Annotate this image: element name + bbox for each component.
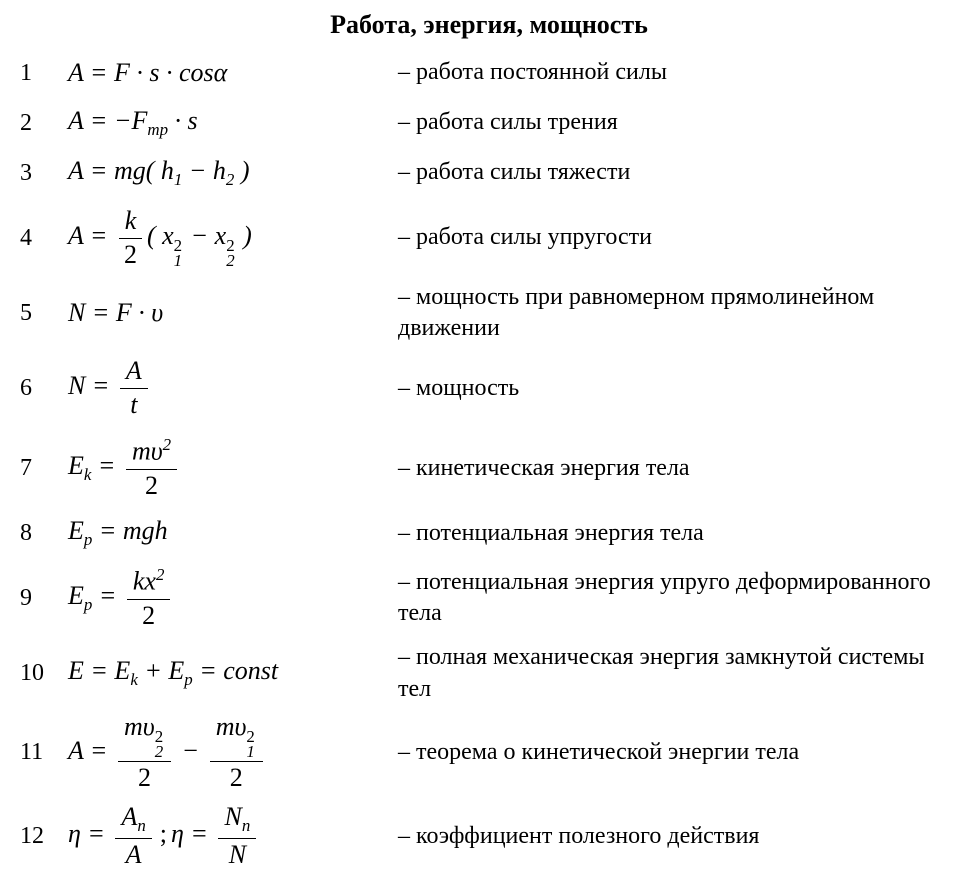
formula-expression: Ek = mυ22 <box>68 436 398 500</box>
formula-expression: N = F · υ <box>68 298 398 328</box>
formula-row: 5N = F · υ– мощность при равномерном пря… <box>20 282 958 344</box>
formula-description: – мощность <box>398 373 958 404</box>
formula-description: – работа силы упругости <box>398 222 958 253</box>
formula-description: – работа силы трения <box>398 107 958 138</box>
formula-expression: E = Ek + Ep = const <box>68 656 398 690</box>
formula-row: 9Ep = kx22– потенциальная энергия упруго… <box>20 562 958 634</box>
formula-description: – работа силы тяжести <box>398 157 958 188</box>
formula-description: – потенциальная энергия упруго деформиро… <box>398 567 958 629</box>
formula-list: 1A = F · s · cosα– работа постоянной сил… <box>20 52 958 873</box>
formula-row: 4A = k2( x21 − x22 )– работа силы упруго… <box>20 202 958 274</box>
formula-row: 6N = At– мощность <box>20 352 958 424</box>
formula-row: 2A = −Fтр · s– работа силы трения <box>20 102 958 144</box>
row-number: 11 <box>20 739 68 766</box>
formula-row: 8Ep = mgh– потенциальная энергия тела <box>20 512 958 554</box>
row-number: 10 <box>20 660 68 687</box>
formula-row: 10E = Ek + Ep = const– полная механическ… <box>20 642 958 704</box>
formula-row: 3A = mg( h1 − h2 )– работа силы тяжести <box>20 152 958 194</box>
formula-row: 7Ek = mυ22– кинетическая энергия тела <box>20 432 958 504</box>
formula-row: 12η = AпA;η = NпN– коэффициент полезного… <box>20 801 958 873</box>
row-number: 8 <box>20 520 68 547</box>
formula-description: – кинетическая энергия тела <box>398 453 958 484</box>
row-number: 9 <box>20 585 68 612</box>
row-number: 6 <box>20 375 68 402</box>
formula-description: – мощность при равномерном прямолинейном… <box>398 282 958 344</box>
row-number: 2 <box>20 110 68 137</box>
formula-expression: A = mg( h1 − h2 ) <box>68 156 398 190</box>
row-number: 1 <box>20 60 68 87</box>
row-number: 12 <box>20 823 68 850</box>
formula-expression: A = F · s · cosα <box>68 58 398 88</box>
row-number: 3 <box>20 160 68 187</box>
formula-description: – теорема о кинетической энергии тела <box>398 737 958 768</box>
formula-row: 11A = mυ222 − mυ212– теорема о кинетичес… <box>20 713 958 793</box>
formula-description: – коэффициент полезного действия <box>398 821 958 852</box>
formula-description: – потенциальная энергия тела <box>398 518 958 549</box>
formula-expression: A = k2( x21 − x22 ) <box>68 207 398 269</box>
formula-expression: η = AпA;η = NпN <box>68 803 398 869</box>
formula-expression: A = −Fтр · s <box>68 106 398 140</box>
formula-expression: Ep = kx22 <box>68 566 398 630</box>
formula-row: 1A = F · s · cosα– работа постоянной сил… <box>20 52 958 94</box>
formula-description: – полная механическая энергия замкнутой … <box>398 642 958 704</box>
formula-expression: A = mυ222 − mυ212 <box>68 713 398 793</box>
page-title: Работа, энергия, мощность <box>20 10 958 40</box>
formula-expression: Ep = mgh <box>68 516 398 550</box>
row-number: 4 <box>20 225 68 252</box>
row-number: 7 <box>20 455 68 482</box>
row-number: 5 <box>20 300 68 327</box>
formula-description: – работа постоянной силы <box>398 57 958 88</box>
formula-expression: N = At <box>68 357 398 419</box>
